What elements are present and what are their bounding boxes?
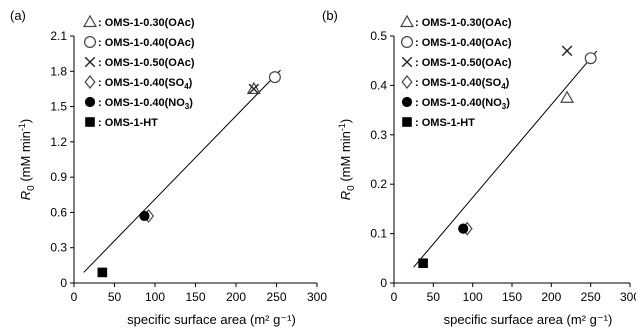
legend-label: : OMS-1-HT <box>415 117 475 129</box>
legend-label: : OMS-1-0.40(NO3) <box>98 97 193 111</box>
y-tick-label: 0.3 <box>50 241 67 255</box>
data-point <box>458 223 469 234</box>
x-tick-label: 250 <box>266 290 286 304</box>
trendline <box>83 69 281 273</box>
x-axis-label: specific surface area (m² g⁻¹) <box>127 312 296 327</box>
y-tick-label: 0.9 <box>50 170 67 184</box>
y-tick-label: 2.1 <box>50 29 67 43</box>
y-tick-label: 0 <box>60 276 67 290</box>
x-tick-label: 150 <box>185 290 205 304</box>
legend-marker <box>401 75 413 89</box>
y-tick-label: 0.5 <box>370 29 387 43</box>
legend-label: : OMS-1-0.30(OAc) <box>415 17 512 29</box>
legend-marker <box>82 14 98 28</box>
y-tick-label: 1.2 <box>50 135 67 149</box>
x-tick-label: 50 <box>108 290 122 304</box>
legend-marker <box>84 96 96 108</box>
y-tick-label: 0.3 <box>370 128 387 142</box>
data-point <box>97 267 108 278</box>
x-tick-label: 150 <box>502 290 522 304</box>
x-tick-label: 200 <box>226 290 246 304</box>
legend-label: : OMS-1-0.40(OAc) <box>98 37 195 49</box>
legend-label: : OMS-1-0.40(OAc) <box>415 37 512 49</box>
x-tick-label: 100 <box>463 290 483 304</box>
x-axis-label: specific surface area (m² g⁻¹) <box>444 312 613 327</box>
panel-label: (a) <box>10 8 26 23</box>
x-tick-label: 0 <box>391 290 398 304</box>
y-tick-label: 1.5 <box>50 100 67 114</box>
legend-marker <box>401 56 413 68</box>
legend-marker <box>401 96 413 108</box>
legend-label: : OMS-1-0.40(SO4) <box>415 77 510 91</box>
x-tick-label: 300 <box>620 290 636 304</box>
legend-marker <box>401 35 414 48</box>
legend-label: : OMS-1-HT <box>98 117 158 129</box>
data-point <box>561 45 573 57</box>
x-tick-label: 100 <box>145 290 165 304</box>
legend-marker <box>399 14 415 28</box>
legend-marker <box>402 117 412 127</box>
trendline <box>413 50 598 268</box>
legend-label: : OMS-1-0.40(NO3) <box>415 97 510 111</box>
y-tick-label: 1.8 <box>50 64 67 78</box>
x-tick-label: 300 <box>307 290 327 304</box>
x-tick-label: 200 <box>541 290 561 304</box>
legend-label: : OMS-1-0.50(OAc) <box>415 57 512 69</box>
x-tick-label: 0 <box>71 290 78 304</box>
data-point <box>560 90 575 103</box>
y-axis-label: R0 (mM min-1) <box>337 119 357 200</box>
y-tick-label: 0.2 <box>370 177 387 191</box>
panel-label: (b) <box>322 8 338 23</box>
legend-label: : OMS-1-0.30(OAc) <box>98 17 195 29</box>
panel-a: (a) 0 0.3 0.6 0.9 1.2 1.5 1.8 2.1 0 50 100 150 200 250… <box>10 8 327 327</box>
legend-marker <box>85 117 95 127</box>
legend-label: : OMS-1-0.50(OAc) <box>98 57 195 69</box>
x-tick-label: 250 <box>581 290 601 304</box>
data-point <box>248 83 260 95</box>
panel-b: (b) 0 0.1 0.2 0.3 0.4 0.5 0 50 100 150 200 250 300 spe… <box>322 8 636 327</box>
data-point <box>268 71 281 84</box>
data-point <box>418 258 428 269</box>
y-tick-label: 0 <box>380 276 387 290</box>
x-tick-label: 50 <box>427 290 441 304</box>
y-tick-label: 0.6 <box>50 205 67 219</box>
y-tick-label: 0.1 <box>370 227 387 241</box>
data-point <box>584 52 597 65</box>
y-tick-label: 0.4 <box>370 78 387 92</box>
y-axis-label: R0 (mM min-1) <box>17 119 37 200</box>
data-point <box>139 210 150 222</box>
legend-label: : OMS-1-0.40(SO4) <box>98 77 193 91</box>
legend-marker <box>83 35 96 48</box>
legend-marker <box>84 56 96 68</box>
legend-marker <box>84 75 96 89</box>
